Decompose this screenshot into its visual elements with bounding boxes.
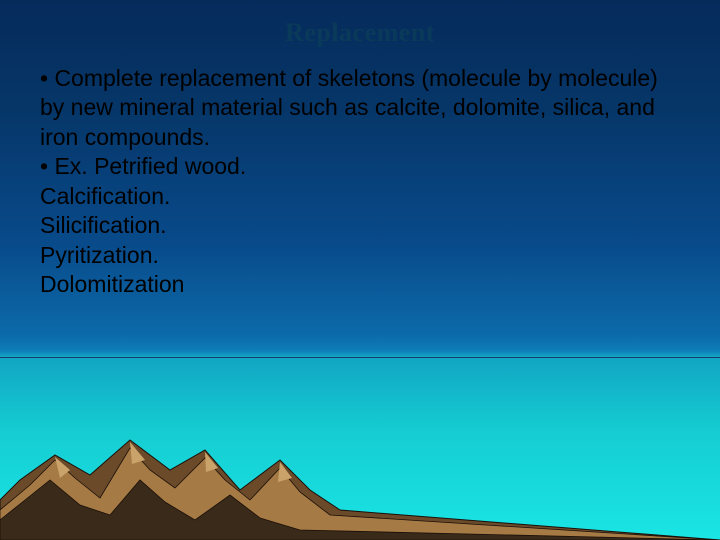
body-line: • Ex. Petrified wood.	[40, 152, 680, 181]
slide-title: Replacement	[0, 18, 720, 48]
slide-body: • Complete replacement of skeletons (mol…	[40, 64, 680, 300]
body-line: Calcification.	[40, 182, 680, 211]
mountains-decoration	[0, 360, 720, 540]
horizon-line	[0, 357, 720, 358]
body-line: Pyritization.	[40, 241, 680, 270]
body-line: • Complete replacement of skeletons (mol…	[40, 64, 680, 152]
body-line: Silicification.	[40, 211, 680, 240]
slide: Replacement • Complete replacement of sk…	[0, 0, 720, 540]
body-line: Dolomitization	[40, 270, 680, 299]
